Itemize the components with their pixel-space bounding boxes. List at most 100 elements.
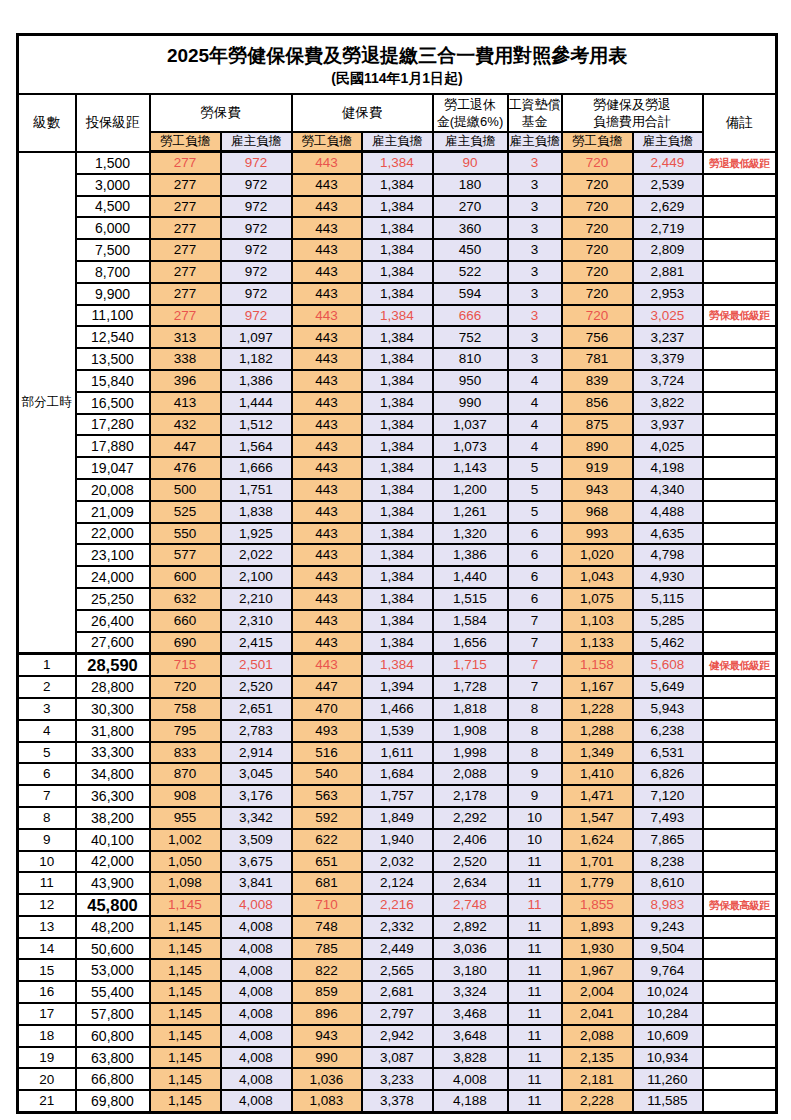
cell-remark [703,414,777,436]
cell-level: 14 [18,938,76,960]
cell-labor-employee: 1,145 [150,1003,221,1025]
cell-labor-employer: 3,509 [221,829,292,851]
cell-total-employee: 856 [562,392,633,414]
part-time-merged-cell: 部分工時 [18,152,76,654]
cell-pension-employer: 2,892 [433,916,508,938]
cell-labor-employer: 2,651 [221,698,292,720]
cell-remark [703,588,777,610]
cell-health-employer: 1,940 [362,829,433,851]
cell-total-employer: 5,285 [633,610,703,632]
cell-total-employer: 3,822 [633,392,703,414]
cell-bracket: 45,800 [76,894,150,916]
cell-health-employee: 748 [292,916,362,938]
cell-labor-employee: 1,145 [150,1025,221,1047]
cell-labor-employee: 1,098 [150,872,221,894]
cell-level: 19 [18,1047,76,1069]
cell-remark [703,632,777,654]
cell-total-employee: 1,471 [562,785,633,807]
cell-labor-employer: 972 [221,196,292,218]
table-row: 22,0005501,9254431,3841,32069934,635 [18,523,777,545]
cell-remark [703,217,777,239]
cell-fund-employer: 5 [508,457,562,479]
cell-pension-employer: 2,748 [433,894,508,916]
cell-total-employer: 3,724 [633,370,703,392]
cell-labor-employer: 4,008 [221,1003,292,1025]
cell-labor-employee: 525 [150,501,221,523]
header-group-row: 級數 投保級距 勞保費 健保費 勞工退休 金(提繳6%) 工資墊償 基金 勞健保… [18,94,777,132]
cell-remark [703,763,777,785]
cell-total-employer: 4,025 [633,435,703,457]
cell-health-employer: 1,684 [362,763,433,785]
cell-total-employee: 756 [562,326,633,348]
cell-remark [703,174,777,196]
cell-health-employer: 1,384 [362,217,433,239]
cell-total-employee: 1,043 [562,566,633,588]
cell-bracket: 33,300 [76,742,150,764]
cell-labor-employer: 4,008 [221,916,292,938]
cell-bracket: 66,800 [76,1068,150,1090]
cell-remark [703,261,777,283]
cell-total-employer: 4,930 [633,566,703,588]
cell-bracket: 13,500 [76,348,150,370]
cell-health-employee: 470 [292,698,362,720]
cell-remark [703,959,777,981]
table-row: 2066,8001,1454,0081,0363,2334,008112,181… [18,1068,777,1090]
cell-fund-employer: 11 [508,981,562,1003]
cell-fund-employer: 9 [508,763,562,785]
cell-pension-employer: 3,324 [433,981,508,1003]
cell-fund-employer: 11 [508,1047,562,1069]
subheader-pension-employer: 雇主負擔 [433,132,508,152]
cell-bracket: 48,200 [76,916,150,938]
cell-bracket: 3,000 [76,174,150,196]
cell-labor-employer: 1,386 [221,370,292,392]
cell-level: 16 [18,981,76,1003]
cell-total-employer: 8,610 [633,872,703,894]
table-row: 16,5004131,4444431,38499048563,822 [18,392,777,414]
cell-health-employee: 493 [292,720,362,742]
cell-fund-employer: 11 [508,916,562,938]
table-row: 1655,4001,1454,0088592,6813,324112,00410… [18,981,777,1003]
cell-health-employer: 1,384 [362,196,433,218]
cell-total-employer: 3,237 [633,326,703,348]
cell-health-employee: 443 [292,544,362,566]
cell-labor-employer: 972 [221,261,292,283]
cell-health-employer: 2,942 [362,1025,433,1047]
cell-level: 6 [18,763,76,785]
cell-labor-employee: 476 [150,457,221,479]
table-row: 6,0002779724431,38436037202,719 [18,217,777,239]
cell-labor-employer: 1,097 [221,326,292,348]
cell-total-employer: 10,024 [633,981,703,1003]
cell-health-employer: 2,797 [362,1003,433,1025]
cell-total-employer: 5,649 [633,676,703,698]
cell-bracket: 9,900 [76,283,150,305]
cell-labor-employer: 1,751 [221,479,292,501]
cell-bracket: 28,800 [76,676,150,698]
cell-fund-employer: 11 [508,872,562,894]
cell-health-employee: 443 [292,217,362,239]
cell-bracket: 25,250 [76,588,150,610]
cell-bracket: 28,590 [76,654,150,676]
cell-total-employer: 9,764 [633,959,703,981]
cell-bracket: 30,300 [76,698,150,720]
cell-bracket: 19,047 [76,457,150,479]
header-wage-fund-line1: 工資墊償 [509,96,561,113]
cell-bracket: 40,100 [76,829,150,851]
cell-fund-employer: 10 [508,807,562,829]
cell-labor-employer: 2,210 [221,588,292,610]
subheader-fund-employer: 雇主負擔 [508,132,562,152]
cell-health-employee: 592 [292,807,362,829]
cell-total-employer: 6,531 [633,742,703,764]
cell-labor-employee: 277 [150,174,221,196]
cell-remark [703,1003,777,1025]
cell-total-employer: 10,609 [633,1025,703,1047]
cell-labor-employee: 277 [150,196,221,218]
cell-health-employer: 1,384 [362,370,433,392]
cell-level: 7 [18,785,76,807]
cell-labor-employee: 660 [150,610,221,632]
cell-total-employee: 1,228 [562,698,633,720]
cell-health-employee: 443 [292,610,362,632]
cell-remark [703,370,777,392]
cell-total-employee: 1,930 [562,938,633,960]
cell-pension-employer: 522 [433,261,508,283]
cell-fund-employer: 11 [508,959,562,981]
